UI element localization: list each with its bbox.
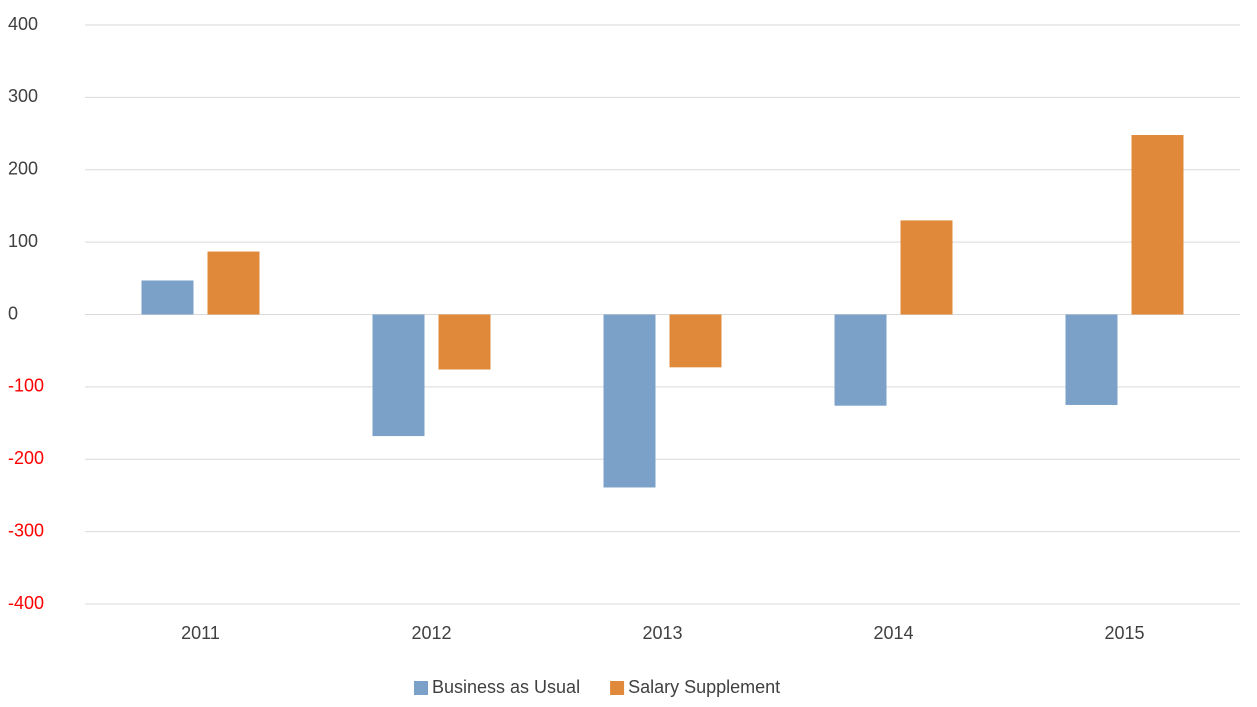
bar — [1065, 314, 1118, 405]
y-tick-label: -400 — [8, 593, 44, 613]
x-tick-label: 2012 — [411, 623, 451, 643]
y-tick-label: 400 — [8, 14, 38, 34]
y-tick-label: 100 — [8, 231, 38, 251]
y-tick-label: 300 — [8, 86, 38, 106]
bar — [900, 220, 953, 315]
x-tick-label: 2013 — [642, 623, 682, 643]
y-tick-label: 200 — [8, 159, 38, 179]
legend-swatch — [610, 681, 625, 695]
bar — [1131, 135, 1184, 315]
legend-label: Business as Usual — [432, 677, 580, 697]
legend-label: Salary Supplement — [628, 677, 780, 697]
bar — [141, 280, 194, 315]
x-tick-label: 2014 — [873, 623, 913, 643]
bar — [207, 251, 260, 315]
y-tick-label: 0 — [8, 303, 18, 323]
bar — [603, 314, 656, 488]
y-tick-label: -200 — [8, 448, 44, 468]
y-tick-label: -100 — [8, 376, 44, 396]
bar — [372, 314, 425, 437]
bar — [834, 314, 887, 406]
x-tick-label: 2015 — [1104, 623, 1144, 643]
bar — [669, 314, 722, 368]
legend-swatch — [414, 681, 428, 695]
y-tick-label: -300 — [8, 520, 44, 540]
x-tick-label: 2011 — [181, 623, 220, 643]
bar — [438, 314, 491, 370]
